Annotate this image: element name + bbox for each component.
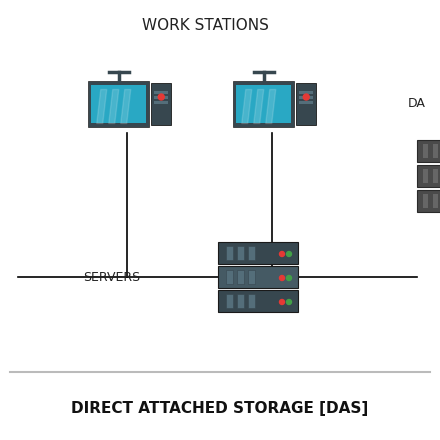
FancyBboxPatch shape [433, 169, 438, 183]
FancyBboxPatch shape [417, 165, 440, 187]
Text: DA: DA [408, 96, 426, 110]
FancyBboxPatch shape [237, 294, 244, 308]
Text: DIRECT ATTACHED STORAGE [DAS]: DIRECT ATTACHED STORAGE [DAS] [71, 400, 369, 415]
FancyBboxPatch shape [154, 96, 168, 99]
Circle shape [286, 252, 291, 257]
FancyBboxPatch shape [218, 290, 298, 312]
FancyBboxPatch shape [423, 169, 428, 183]
Circle shape [158, 94, 164, 100]
FancyBboxPatch shape [154, 101, 168, 104]
FancyBboxPatch shape [299, 96, 313, 99]
FancyBboxPatch shape [226, 270, 233, 284]
Circle shape [303, 94, 309, 100]
FancyBboxPatch shape [236, 85, 291, 123]
FancyBboxPatch shape [296, 83, 316, 125]
FancyBboxPatch shape [226, 294, 233, 308]
FancyBboxPatch shape [417, 190, 440, 212]
Circle shape [286, 300, 291, 304]
FancyBboxPatch shape [218, 266, 298, 288]
Circle shape [279, 252, 285, 257]
FancyBboxPatch shape [218, 242, 298, 264]
FancyBboxPatch shape [423, 144, 428, 158]
FancyBboxPatch shape [154, 91, 168, 94]
FancyBboxPatch shape [423, 194, 428, 208]
Circle shape [279, 275, 285, 281]
Circle shape [286, 275, 291, 281]
FancyBboxPatch shape [88, 81, 149, 127]
FancyBboxPatch shape [237, 246, 244, 260]
Circle shape [279, 300, 285, 304]
FancyBboxPatch shape [91, 85, 146, 123]
FancyBboxPatch shape [233, 81, 294, 127]
Text: WORK STATIONS: WORK STATIONS [142, 18, 268, 33]
FancyBboxPatch shape [433, 194, 438, 208]
FancyBboxPatch shape [237, 270, 244, 284]
FancyBboxPatch shape [433, 144, 438, 158]
FancyBboxPatch shape [226, 246, 233, 260]
FancyBboxPatch shape [299, 101, 313, 104]
FancyBboxPatch shape [248, 270, 255, 284]
Text: SERVERS: SERVERS [84, 271, 140, 283]
FancyBboxPatch shape [299, 91, 313, 94]
FancyBboxPatch shape [151, 83, 171, 125]
FancyBboxPatch shape [248, 294, 255, 308]
FancyBboxPatch shape [248, 246, 255, 260]
FancyBboxPatch shape [417, 140, 440, 162]
